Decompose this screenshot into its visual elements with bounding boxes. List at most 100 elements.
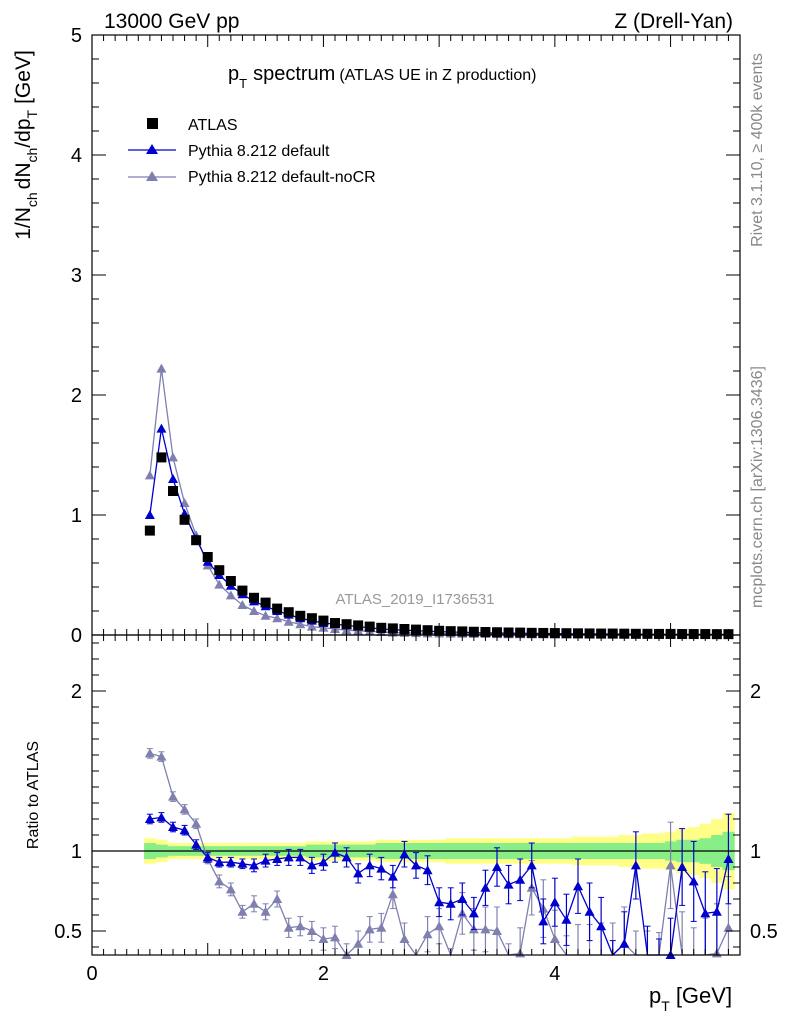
ratio-point-nocr bbox=[179, 804, 190, 814]
ratio-point-default bbox=[272, 854, 283, 863]
ratio-point-default bbox=[387, 871, 398, 881]
ratio-point-default bbox=[677, 862, 688, 871]
ylabel-part3: /dp bbox=[12, 118, 35, 147]
ratio-point-default bbox=[723, 854, 734, 863]
ratio-point-default bbox=[214, 857, 225, 867]
main-point-nocr bbox=[168, 452, 178, 462]
main-point-atlas bbox=[295, 610, 306, 621]
ratio-point-default bbox=[179, 825, 190, 835]
legend-marker-default bbox=[146, 144, 158, 154]
legend-marker-nocr bbox=[146, 171, 158, 181]
ratio-point-nocr bbox=[191, 818, 202, 828]
ratio-point-default bbox=[515, 874, 526, 884]
ratio-point-default bbox=[399, 849, 410, 859]
ratio-point-nocr bbox=[492, 926, 502, 935]
ratio-point-nocr bbox=[260, 906, 271, 916]
ratio-point-default bbox=[619, 938, 630, 948]
ratio-point-default bbox=[283, 852, 294, 862]
rivet-label: Rivet 3.1.10, ≥ 400k events bbox=[749, 53, 766, 247]
main-point-default bbox=[144, 510, 155, 519]
main-point-nocr bbox=[330, 624, 340, 633]
ratio-point-default bbox=[573, 881, 583, 891]
ratio-point-nocr bbox=[723, 922, 734, 932]
ylabel-sub2: ch bbox=[24, 148, 40, 163]
ylabel-sub1: ch bbox=[24, 192, 40, 207]
main-point-nocr bbox=[237, 600, 248, 609]
ratio-point-default bbox=[260, 855, 271, 865]
ratio-point-nocr bbox=[295, 921, 306, 931]
legend-label-atlas: ATLAS bbox=[188, 117, 238, 134]
main-y-tick-label: 2 bbox=[71, 385, 82, 407]
main-point-atlas bbox=[168, 486, 178, 496]
main-point-atlas bbox=[225, 576, 236, 586]
ratio-point-nocr bbox=[237, 906, 248, 916]
ratio-point-default bbox=[596, 921, 607, 931]
ratio-point-default bbox=[202, 852, 213, 862]
main-point-nocr bbox=[214, 579, 225, 589]
xlabel-unit: [GeV] bbox=[676, 983, 732, 1008]
main-point-atlas bbox=[272, 603, 283, 614]
main-point-atlas bbox=[156, 452, 167, 463]
main-point-atlas bbox=[364, 621, 375, 632]
ratio-point-default bbox=[156, 812, 167, 822]
main-point-atlas bbox=[202, 552, 213, 562]
x-tick-label: 0 bbox=[86, 963, 97, 985]
ratio-point-default bbox=[330, 847, 340, 857]
ratio-point-nocr bbox=[434, 921, 445, 931]
main-point-atlas bbox=[376, 622, 387, 633]
main-point-atlas bbox=[237, 585, 248, 596]
main-point-atlas bbox=[330, 618, 340, 628]
main-y-label: 1/NchdNch/dpT[GeV] bbox=[12, 50, 40, 240]
main-point-atlas bbox=[144, 525, 155, 536]
ratio-point-default bbox=[700, 908, 711, 918]
ratio-y-tick-label-right: 2 bbox=[750, 681, 761, 703]
ratio-y-tick-label-right: 0.5 bbox=[750, 921, 778, 943]
ratio-point-nocr bbox=[156, 751, 167, 761]
main-point-atlas bbox=[387, 623, 398, 634]
ratio-point-default bbox=[353, 868, 364, 878]
main-point-nocr bbox=[225, 590, 236, 600]
main-point-atlas bbox=[249, 592, 259, 603]
ratio-point-default bbox=[237, 858, 248, 868]
ratio-point-nocr bbox=[353, 938, 364, 948]
main-point-atlas bbox=[179, 514, 190, 525]
ratio-point-nocr bbox=[480, 924, 491, 934]
ratio-point-nocr bbox=[422, 929, 433, 939]
main-point-nocr bbox=[295, 619, 306, 629]
ratio-point-default bbox=[688, 876, 699, 886]
main-y-tick-label: 1 bbox=[71, 505, 82, 527]
ratio-point-default bbox=[711, 906, 722, 916]
ratio-point-nocr bbox=[225, 884, 236, 894]
ratio-point-default bbox=[422, 865, 433, 875]
axes: 0 2 4 0 1 2 3 4 5 0.5 0.5 1 1 2 2 bbox=[54, 25, 778, 985]
ratio-point-default bbox=[468, 908, 479, 918]
ratio-point-default bbox=[549, 897, 560, 907]
ratio-point-default bbox=[249, 860, 259, 870]
site-label: mcplots.cern.ch [arXiv:1306.3436] bbox=[749, 366, 766, 608]
main-point-nocr bbox=[272, 613, 283, 623]
ratio-point-default bbox=[364, 860, 375, 870]
ylabel-sub3: T bbox=[24, 109, 40, 118]
ylabel-part1: 1/N bbox=[12, 207, 35, 240]
ratio-point-default bbox=[411, 860, 421, 870]
ratio-point-default bbox=[168, 822, 178, 831]
main-point-nocr bbox=[249, 606, 259, 615]
ratio-point-default bbox=[538, 916, 549, 926]
legend-label-default: Pythia 8.212 default bbox=[188, 143, 330, 160]
ratio-point-default bbox=[318, 857, 329, 867]
ratio-point-default bbox=[295, 852, 306, 862]
main-point-atlas bbox=[214, 565, 225, 576]
ratio-point-default bbox=[225, 857, 236, 867]
main-y-tick-label: 4 bbox=[71, 145, 82, 167]
main-point-atlas bbox=[318, 615, 329, 626]
ratio-point-default bbox=[457, 894, 468, 903]
main-point-nocr bbox=[283, 616, 294, 626]
ratio-point-nocr bbox=[306, 926, 317, 935]
ylabel-part4: [GeV] bbox=[12, 50, 35, 104]
ratio-point-nocr bbox=[364, 924, 375, 934]
ratio-point-default bbox=[191, 839, 202, 849]
ratio-y-tick-label: 1 bbox=[71, 841, 82, 863]
ylabel-part2: dN bbox=[12, 162, 35, 189]
ratio-point-nocr bbox=[168, 791, 178, 801]
